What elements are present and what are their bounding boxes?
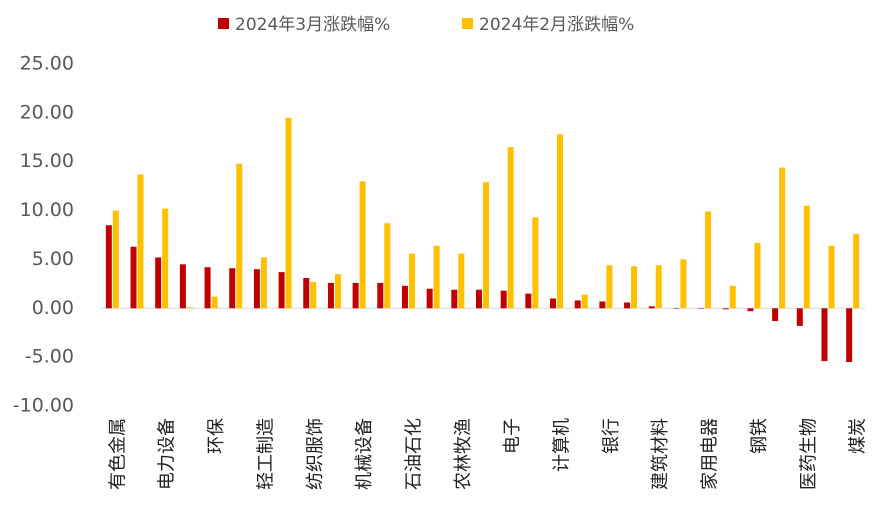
x-tick-label: 医药生物 — [798, 418, 819, 490]
bar — [705, 211, 712, 309]
bar — [648, 306, 655, 309]
bar — [747, 308, 754, 312]
bar — [779, 167, 786, 309]
bar — [803, 205, 810, 309]
x-tick-label: 石油石化 — [403, 418, 424, 490]
x-tick-label: 银行 — [601, 418, 622, 454]
bar — [772, 308, 779, 321]
legend-label: 2024年3月涨跌幅% — [235, 15, 390, 35]
bar — [236, 163, 243, 309]
bar — [458, 253, 465, 309]
bar — [557, 134, 564, 309]
bar — [278, 272, 285, 309]
bar — [507, 147, 514, 309]
x-tick-label: 计算机 — [552, 418, 573, 472]
bar — [828, 245, 835, 309]
y-tick-label: 5.00 — [32, 248, 74, 270]
x-tick-label: 电力设备 — [157, 418, 178, 490]
bar — [408, 253, 415, 309]
y-tick-label: 25.00 — [20, 53, 74, 75]
bar — [655, 265, 662, 309]
bar — [796, 308, 803, 326]
bar — [401, 285, 408, 309]
bar — [229, 268, 236, 309]
bar — [680, 259, 687, 309]
bar — [532, 217, 539, 309]
bar — [327, 282, 334, 309]
bar — [426, 288, 433, 309]
bar — [525, 293, 532, 309]
legend-swatch — [218, 18, 229, 29]
bar — [574, 300, 581, 309]
x-tick-label: 煤炭 — [848, 418, 869, 454]
bar — [211, 296, 218, 309]
y-tick-label: 20.00 — [20, 101, 74, 123]
x-tick-label: 环保 — [206, 418, 227, 454]
bar — [729, 285, 736, 309]
bar — [754, 242, 761, 309]
bar — [334, 274, 341, 309]
bar — [821, 308, 828, 362]
bar — [550, 298, 557, 309]
y-tick-label: -10.00 — [13, 395, 74, 417]
bar — [483, 182, 489, 309]
bar — [673, 308, 680, 309]
x-tick-label: 钢铁 — [749, 418, 770, 454]
bar — [186, 307, 193, 309]
bar — [433, 245, 440, 309]
bar — [722, 308, 729, 310]
y-tick-label: 15.00 — [20, 150, 74, 172]
bar — [303, 277, 310, 309]
bar — [105, 225, 112, 309]
bar — [606, 265, 613, 309]
bar — [162, 208, 169, 309]
bar — [451, 289, 458, 309]
bar — [137, 174, 144, 309]
bar — [260, 257, 267, 309]
bar — [698, 308, 705, 309]
bar — [631, 266, 638, 309]
x-tick-label: 农林牧渔 — [453, 418, 474, 490]
bar — [384, 223, 391, 309]
bar — [352, 282, 359, 309]
x-tick-label: 轻工制造 — [255, 418, 276, 490]
bar — [253, 269, 260, 309]
x-tick-label: 家用电器 — [700, 418, 721, 490]
bar — [853, 234, 860, 309]
bar — [581, 294, 588, 309]
legend-label: 2024年2月涨跌幅% — [479, 15, 634, 35]
bar — [476, 289, 482, 309]
bar — [846, 308, 853, 363]
x-tick-label: 纺织服饰 — [305, 418, 326, 490]
bar — [130, 246, 137, 309]
bar — [377, 282, 384, 309]
bar — [599, 301, 606, 309]
bar — [310, 281, 317, 309]
legend-swatch — [462, 18, 473, 29]
bar — [204, 267, 211, 309]
y-tick-label: 10.00 — [20, 199, 74, 221]
bar — [285, 117, 292, 309]
y-tick-label: -5.00 — [25, 346, 74, 368]
y-tick-label: 0.00 — [32, 297, 74, 319]
bar — [359, 181, 366, 309]
bar — [179, 264, 186, 309]
bar — [500, 290, 507, 309]
x-tick-label: 电子 — [502, 418, 523, 454]
bar — [155, 257, 162, 309]
bar — [624, 302, 631, 309]
x-tick-label: 机械设备 — [354, 418, 375, 490]
x-tick-label: 建筑材料 — [650, 418, 671, 490]
x-tick-label: 有色金属 — [107, 418, 128, 490]
bar — [112, 210, 119, 309]
